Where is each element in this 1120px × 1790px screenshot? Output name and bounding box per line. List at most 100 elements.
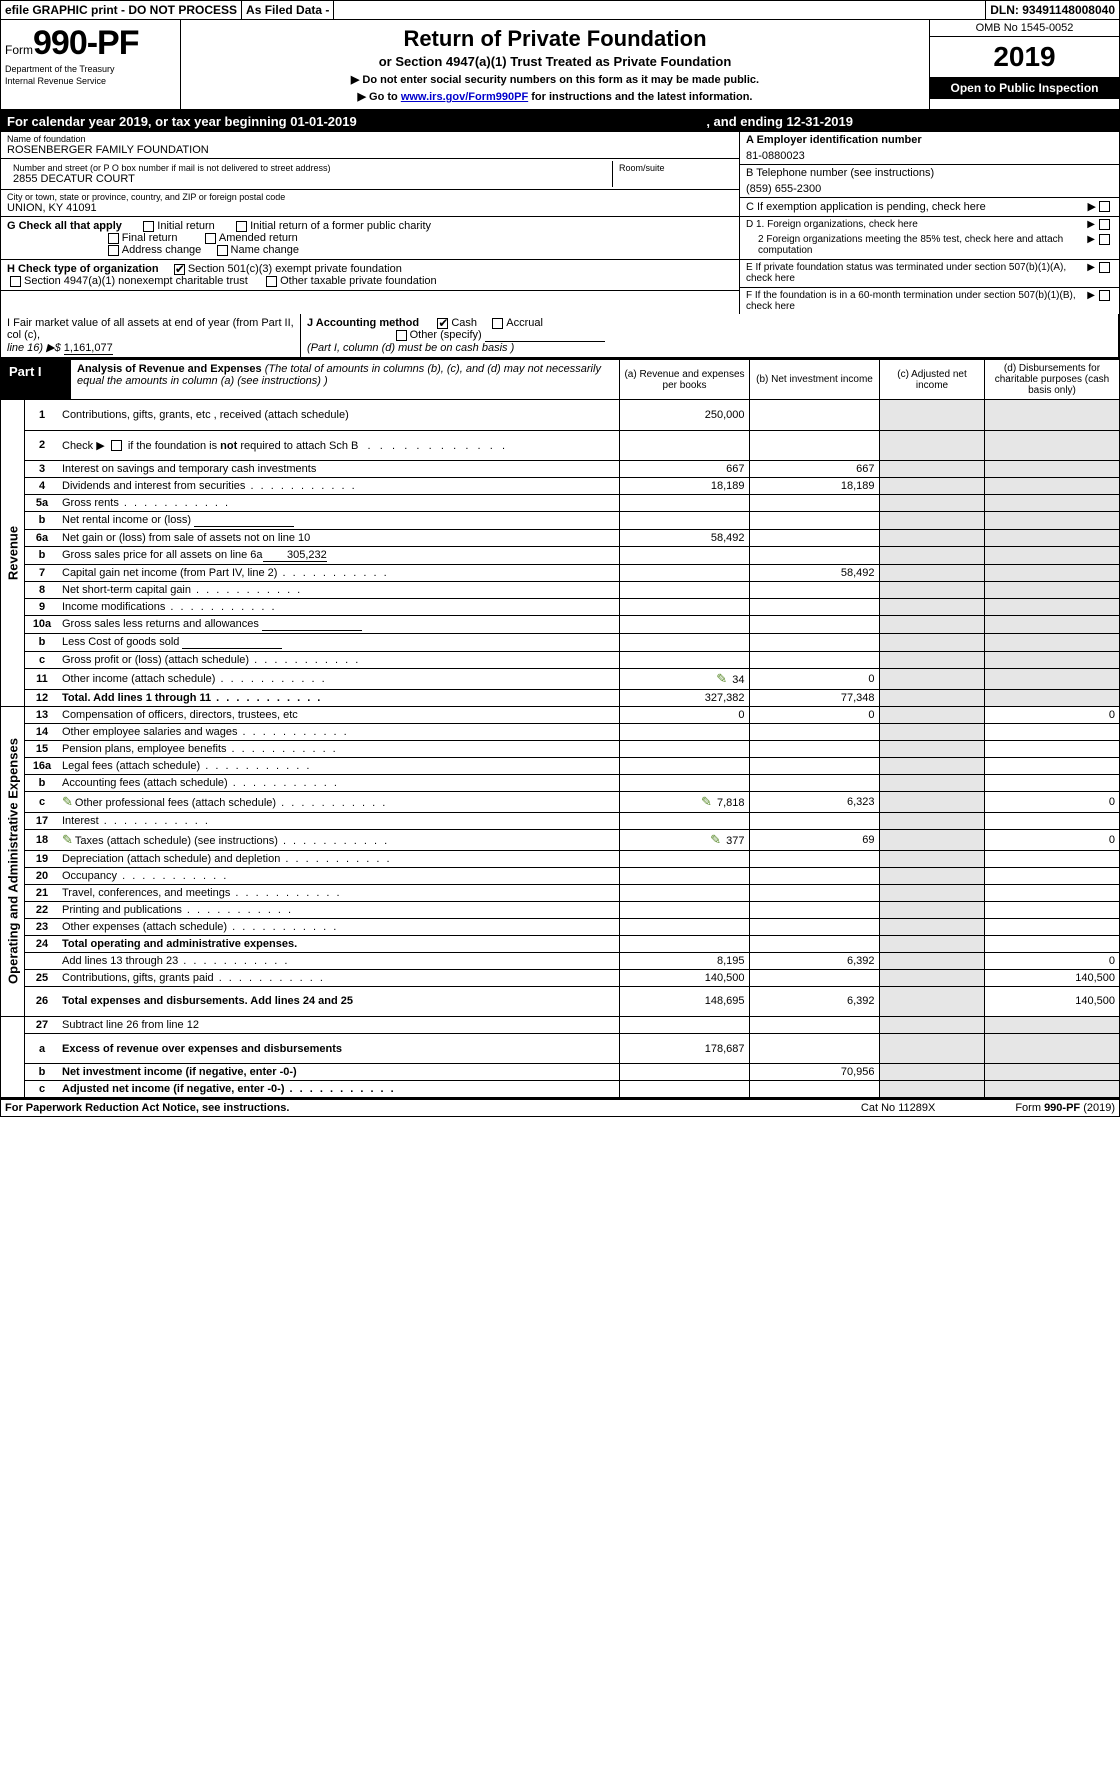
j-cash-checkbox[interactable] — [437, 318, 448, 329]
ij-row: I Fair market value of all assets at end… — [1, 314, 1119, 358]
c-checkbox[interactable] — [1099, 201, 1110, 212]
col-a-cell: 148,695 — [619, 986, 749, 1016]
instr2-post: for instructions and the latest informat… — [528, 91, 752, 103]
table-row: 20Occupancy — [25, 867, 1119, 884]
line-desc: ✎Taxes (attach schedule) (see instructio… — [59, 829, 619, 850]
g-address-checkbox[interactable] — [108, 245, 119, 256]
f-checkbox[interactable] — [1099, 290, 1110, 301]
col-d-cell — [984, 901, 1119, 918]
g-former: Initial return of a former public charit… — [250, 220, 431, 232]
table-row: 6aNet gain or (loss) from sale of assets… — [25, 529, 1119, 546]
line-number: c — [25, 791, 59, 812]
i-block: I Fair market value of all assets at end… — [1, 314, 301, 357]
header-right: OMB No 1545-0052 2019 Open to Public Ins… — [929, 20, 1119, 109]
table-row: bNet rental income or (loss) — [25, 511, 1119, 529]
tel-value: (859) 655-2300 — [746, 179, 1113, 195]
g-address: Address change — [122, 244, 202, 256]
table-row: 8Net short-term capital gain — [25, 581, 1119, 598]
line-number: 21 — [25, 884, 59, 901]
part-i-title: Analysis of Revenue and Expenses — [77, 363, 262, 375]
g-amended: Amended return — [219, 232, 298, 244]
col-a-cell: ✎ 377 — [619, 829, 749, 850]
col-d-cell — [984, 867, 1119, 884]
form-header: Form 990-PF Department of the Treasury I… — [1, 20, 1119, 111]
line-desc: Contributions, gifts, grants paid — [59, 969, 619, 986]
col-d-cell — [984, 774, 1119, 791]
table-row: 12Total. Add lines 1 through 11327,38277… — [25, 689, 1119, 706]
part-i-cols: (a) Revenue and expenses per books (b) N… — [619, 360, 1119, 399]
col-d-cell — [984, 1017, 1119, 1034]
col-a-cell: 8,195 — [619, 952, 749, 969]
col-c-cell — [879, 1081, 984, 1098]
g-name-checkbox[interactable] — [217, 245, 228, 256]
col-a-cell — [619, 1081, 749, 1098]
col-d-cell — [984, 935, 1119, 952]
attachment-icon: ✎ — [710, 832, 721, 847]
cal-end: , and ending 12-31-2019 — [706, 114, 853, 129]
h-501c3: Section 501(c)(3) exempt private foundat… — [188, 263, 402, 275]
col-a-cell — [619, 757, 749, 774]
col-b-cell — [749, 884, 879, 901]
h-other-checkbox[interactable] — [266, 276, 277, 287]
i-line16: line 16) ▶$ — [7, 342, 64, 354]
expenses-vlabel: Operating and Administrative Expenses — [1, 707, 25, 1017]
city-label: City or town, state or province, country… — [7, 192, 733, 202]
d2-checkbox[interactable] — [1099, 234, 1110, 245]
col-c-cell — [879, 707, 984, 724]
attachment-icon: ✎ — [701, 794, 712, 809]
footer-mid: Cat No 11289X — [861, 1102, 935, 1114]
col-b-cell — [749, 918, 879, 935]
irs-link[interactable]: www.irs.gov/Form990PF — [401, 91, 528, 103]
name-label: Name of foundation — [7, 134, 733, 144]
h-4947-checkbox[interactable] — [10, 276, 21, 287]
table-row: 21Travel, conferences, and meetings — [25, 884, 1119, 901]
line-desc: Add lines 13 through 23 — [59, 952, 619, 969]
j-other-checkbox[interactable] — [396, 330, 407, 341]
g-final-checkbox[interactable] — [108, 233, 119, 244]
col-c-cell — [879, 1017, 984, 1034]
line-desc: Interest — [59, 812, 619, 829]
col-a-cell — [619, 918, 749, 935]
col-d-cell — [984, 812, 1119, 829]
g-former-checkbox[interactable] — [236, 221, 247, 232]
d2-text: 2 Foreign organizations meeting the 85% … — [746, 234, 1087, 256]
part-i-header: Part I Analysis of Revenue and Expenses … — [1, 358, 1119, 400]
expenses-label: Operating and Administrative Expenses — [5, 738, 20, 984]
expenses-section: Operating and Administrative Expenses 13… — [1, 707, 1119, 1018]
col-a-cell — [619, 850, 749, 867]
table-row: 26Total expenses and disbursements. Add … — [25, 986, 1119, 1016]
col-a-cell — [619, 740, 749, 757]
d1-checkbox[interactable] — [1099, 219, 1110, 230]
h-label: H Check type of organization — [7, 263, 159, 275]
ein-label: A Employer identification number — [746, 134, 1113, 146]
header-center: Return of Private Foundation or Section … — [181, 20, 929, 109]
ein-value: 81-0880023 — [746, 146, 1113, 162]
form-container: efile GRAPHIC print - DO NOT PROCESS As … — [0, 0, 1120, 1117]
schb-checkbox[interactable] — [111, 440, 122, 451]
top-bar: efile GRAPHIC print - DO NOT PROCESS As … — [1, 1, 1119, 20]
part-i-desc: Analysis of Revenue and Expenses (The to… — [71, 360, 619, 399]
street-address: 2855 DECATUR COURT — [13, 173, 606, 185]
e-checkbox[interactable] — [1099, 262, 1110, 273]
h-501c3-checkbox[interactable] — [174, 264, 185, 275]
col-b-cell — [749, 935, 879, 952]
instr-1: ▶ Do not enter social security numbers o… — [189, 73, 921, 86]
g-amended-checkbox[interactable] — [205, 233, 216, 244]
line-number: a — [25, 1034, 59, 1064]
j-accrual-checkbox[interactable] — [492, 318, 503, 329]
line-desc: Travel, conferences, and meetings — [59, 884, 619, 901]
dln: DLN: 93491148008040 — [986, 1, 1119, 19]
revenue-vlabel: Revenue — [1, 400, 25, 706]
col-c-cell — [879, 1064, 984, 1081]
table-row: 27Subtract line 26 from line 12 — [25, 1017, 1119, 1034]
footer-row: For Paperwork Reduction Act Notice, see … — [1, 1099, 1119, 1116]
col-c-cell — [879, 850, 984, 867]
col-d-cell — [984, 757, 1119, 774]
line-number: 14 — [25, 723, 59, 740]
room-label: Room/suite — [613, 161, 733, 187]
g-initial-checkbox[interactable] — [143, 221, 154, 232]
col-a-cell — [619, 812, 749, 829]
table-row: 10aGross sales less returns and allowanc… — [25, 615, 1119, 633]
table-row: bAccounting fees (attach schedule) — [25, 774, 1119, 791]
line-number: 15 — [25, 740, 59, 757]
